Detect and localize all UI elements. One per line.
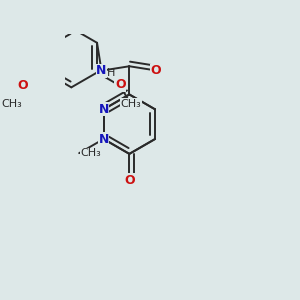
Text: O: O — [124, 173, 135, 187]
Text: O: O — [151, 64, 161, 77]
Text: CH₃: CH₃ — [2, 99, 22, 109]
Text: N: N — [98, 103, 109, 116]
Text: CH₃: CH₃ — [80, 148, 101, 158]
Text: H: H — [107, 68, 116, 78]
Text: N: N — [96, 64, 107, 77]
Text: N: N — [98, 133, 109, 146]
Text: O: O — [115, 78, 125, 91]
Text: CH₃: CH₃ — [120, 99, 141, 109]
Text: O: O — [17, 80, 28, 92]
